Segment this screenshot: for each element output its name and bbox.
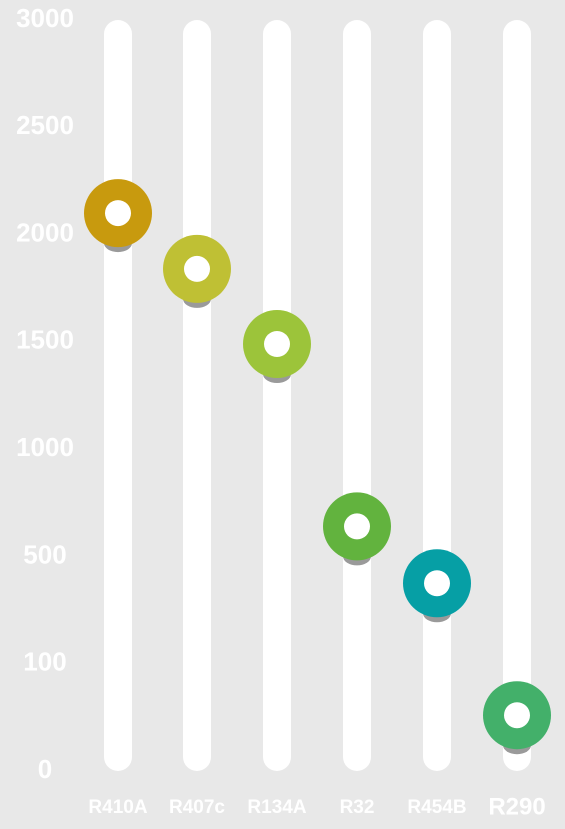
marker-hole — [424, 570, 450, 597]
track — [503, 20, 531, 771]
x-tick-label: R410A — [88, 797, 147, 818]
y-tick-label: 2000 — [16, 217, 74, 247]
marker-hole — [184, 255, 210, 282]
y-tick-label: 500 — [23, 539, 66, 569]
track — [104, 20, 132, 771]
track — [343, 20, 371, 771]
x-tick-label: R32 — [340, 797, 375, 818]
track — [183, 20, 211, 771]
y-tick-label: 2500 — [16, 110, 74, 140]
x-tick-label: R407c — [169, 797, 225, 818]
y-tick-label: 1500 — [16, 325, 74, 355]
x-tick-label: R290 — [488, 793, 545, 820]
track — [263, 20, 291, 771]
track — [423, 20, 451, 771]
marker-hole — [504, 702, 530, 729]
marker-hole — [264, 331, 290, 358]
marker-hole — [105, 200, 131, 227]
y-tick-label: 100 — [23, 647, 66, 677]
x-tick-label: R454B — [407, 797, 466, 818]
y-tick-label: 0 — [38, 754, 52, 784]
y-tick-label: 1000 — [16, 432, 74, 462]
y-tick-label: 3000 — [16, 3, 74, 33]
x-tick-label: R134A — [247, 797, 306, 818]
marker-hole — [344, 513, 370, 540]
